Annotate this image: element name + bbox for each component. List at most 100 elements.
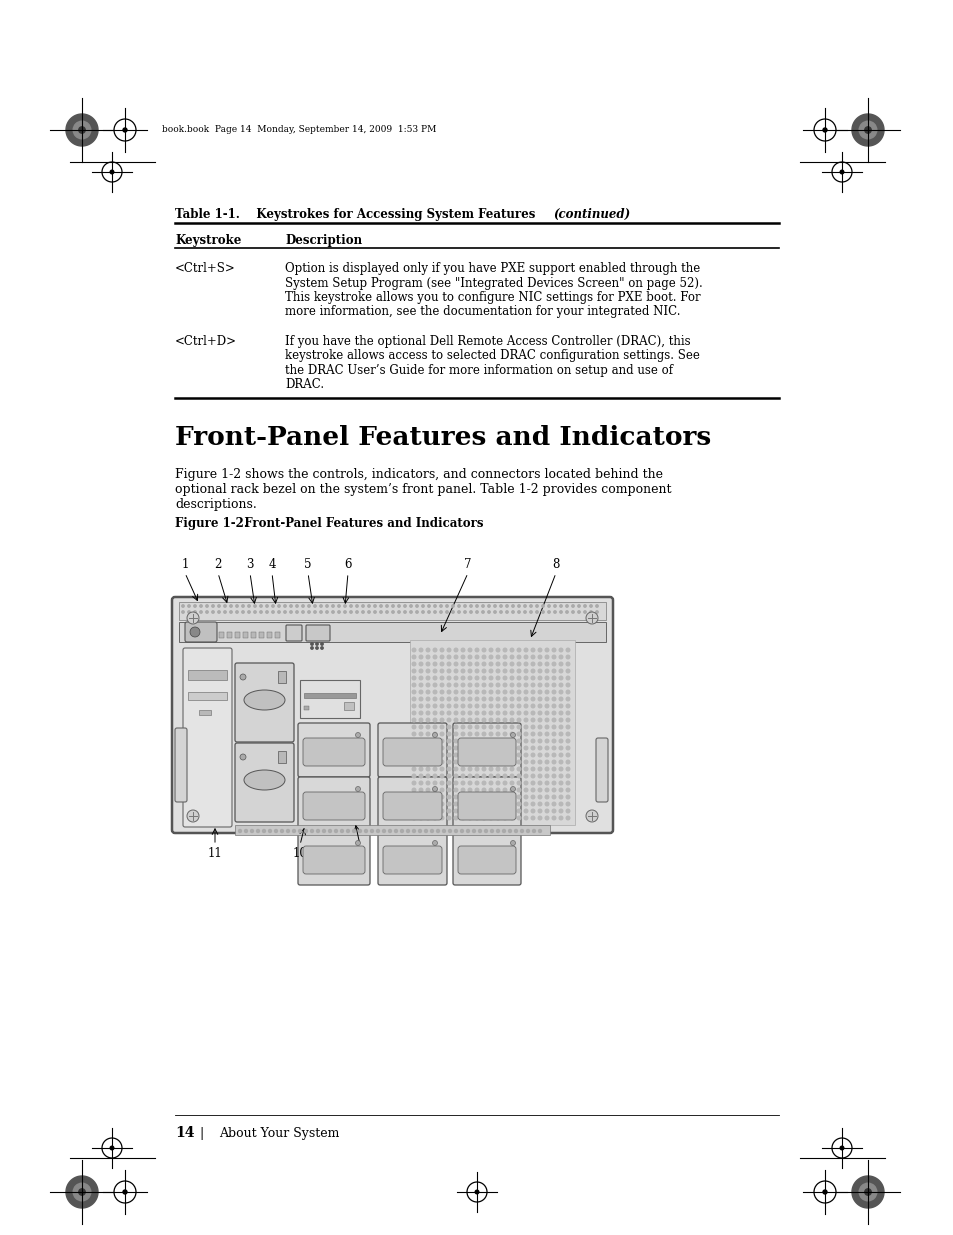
Text: Figure 1-2.: Figure 1-2. xyxy=(174,517,248,530)
Circle shape xyxy=(490,830,493,832)
Circle shape xyxy=(596,611,598,614)
Circle shape xyxy=(537,816,541,820)
Circle shape xyxy=(566,746,569,750)
Circle shape xyxy=(460,732,464,736)
Circle shape xyxy=(468,677,472,679)
Circle shape xyxy=(433,677,436,679)
Bar xyxy=(199,710,211,715)
Circle shape xyxy=(531,662,535,666)
Circle shape xyxy=(301,605,304,608)
Circle shape xyxy=(496,774,499,778)
Circle shape xyxy=(433,719,436,721)
Circle shape xyxy=(314,611,315,614)
Circle shape xyxy=(454,677,457,679)
Circle shape xyxy=(523,704,527,708)
Circle shape xyxy=(502,719,506,721)
Bar xyxy=(234,632,240,638)
Circle shape xyxy=(523,648,527,652)
Circle shape xyxy=(502,711,506,715)
Circle shape xyxy=(489,648,493,652)
Circle shape xyxy=(510,803,514,805)
Circle shape xyxy=(468,788,472,792)
Circle shape xyxy=(537,767,541,771)
Circle shape xyxy=(552,677,556,679)
Circle shape xyxy=(566,774,569,778)
Circle shape xyxy=(418,740,422,742)
Circle shape xyxy=(496,677,499,679)
Text: 1: 1 xyxy=(181,558,189,571)
Circle shape xyxy=(439,605,442,608)
Circle shape xyxy=(343,605,346,608)
Circle shape xyxy=(370,830,374,832)
Circle shape xyxy=(460,774,464,778)
Circle shape xyxy=(433,767,436,771)
Circle shape xyxy=(447,732,451,736)
Circle shape xyxy=(502,767,506,771)
Circle shape xyxy=(520,830,523,832)
Text: Figure 1-2 shows the controls, indicators, and connectors located behind the: Figure 1-2 shows the controls, indicator… xyxy=(174,468,662,480)
Circle shape xyxy=(531,767,535,771)
Circle shape xyxy=(433,732,436,736)
Circle shape xyxy=(531,803,535,805)
Circle shape xyxy=(355,787,360,792)
Circle shape xyxy=(481,746,485,750)
Circle shape xyxy=(496,669,499,673)
Circle shape xyxy=(489,803,493,805)
Circle shape xyxy=(510,648,514,652)
Circle shape xyxy=(566,669,569,673)
Circle shape xyxy=(410,611,412,614)
Circle shape xyxy=(596,605,598,608)
Circle shape xyxy=(418,816,422,820)
Circle shape xyxy=(559,611,561,614)
Circle shape xyxy=(583,605,585,608)
Circle shape xyxy=(489,809,493,813)
Circle shape xyxy=(421,605,424,608)
Circle shape xyxy=(544,753,548,757)
Circle shape xyxy=(558,767,562,771)
Text: This keystroke allows you to configure NIC settings for PXE boot. For: This keystroke allows you to configure N… xyxy=(285,291,700,304)
Circle shape xyxy=(421,611,424,614)
Text: the DRAC User’s Guide for more information on setup and use of: the DRAC User’s Guide for more informati… xyxy=(285,364,672,377)
Circle shape xyxy=(460,788,464,792)
Circle shape xyxy=(531,788,535,792)
Circle shape xyxy=(585,810,598,823)
FancyBboxPatch shape xyxy=(377,831,447,885)
Circle shape xyxy=(475,683,478,687)
Circle shape xyxy=(510,725,514,729)
Circle shape xyxy=(266,605,268,608)
Circle shape xyxy=(439,767,443,771)
Circle shape xyxy=(460,704,464,708)
Bar xyxy=(304,693,355,698)
Circle shape xyxy=(517,698,520,700)
Circle shape xyxy=(517,669,520,673)
Circle shape xyxy=(454,809,457,813)
Circle shape xyxy=(510,809,514,813)
Circle shape xyxy=(489,782,493,784)
Circle shape xyxy=(544,690,548,694)
Circle shape xyxy=(472,830,475,832)
Circle shape xyxy=(502,677,506,679)
Circle shape xyxy=(439,740,443,742)
Circle shape xyxy=(481,719,485,721)
Circle shape xyxy=(558,816,562,820)
Circle shape xyxy=(468,690,472,694)
Circle shape xyxy=(418,767,422,771)
Circle shape xyxy=(403,611,406,614)
Circle shape xyxy=(537,774,541,778)
Circle shape xyxy=(447,782,451,784)
Circle shape xyxy=(433,690,436,694)
Circle shape xyxy=(412,761,416,763)
Circle shape xyxy=(558,690,562,694)
Circle shape xyxy=(544,782,548,784)
Circle shape xyxy=(230,605,232,608)
Circle shape xyxy=(496,648,499,652)
Text: About Your System: About Your System xyxy=(219,1126,339,1140)
Circle shape xyxy=(337,611,340,614)
Circle shape xyxy=(319,605,322,608)
Circle shape xyxy=(350,611,352,614)
Circle shape xyxy=(566,782,569,784)
Circle shape xyxy=(481,774,485,778)
Circle shape xyxy=(517,690,520,694)
Circle shape xyxy=(475,732,478,736)
Polygon shape xyxy=(66,114,98,146)
